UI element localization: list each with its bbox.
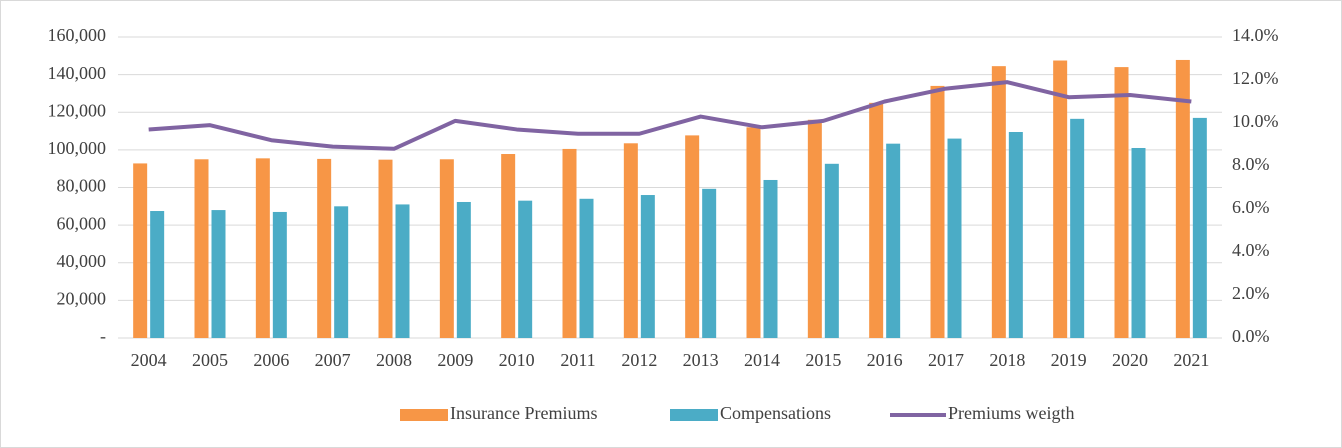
x-tick-label: 2014	[744, 350, 780, 370]
x-tick-label: 2011	[560, 350, 595, 370]
bar	[991, 66, 1006, 339]
x-tick-label: 2019	[1051, 350, 1087, 370]
y-tick-label: -	[100, 326, 106, 346]
bar	[763, 179, 778, 338]
bar	[1175, 59, 1190, 339]
y-tick-label: 80,000	[57, 176, 107, 196]
x-tick-label: 2005	[192, 350, 228, 370]
y-tick-label: 160,000	[48, 25, 107, 45]
y2-tick-label: 12.0%	[1232, 68, 1279, 88]
y2-tick-label: 6.0%	[1232, 197, 1270, 217]
bar	[317, 158, 332, 338]
bar	[947, 138, 962, 338]
bar	[685, 135, 700, 338]
bar	[746, 127, 761, 338]
y2-tick-label: 2.0%	[1232, 283, 1270, 303]
x-tick-label: 2018	[989, 350, 1025, 370]
bar	[194, 159, 209, 338]
bar	[930, 85, 945, 338]
x-tick-label: 2006	[253, 350, 289, 370]
bar	[869, 102, 884, 338]
bar	[272, 211, 287, 338]
y-tick-label: 20,000	[57, 289, 107, 309]
y-tick-label: 120,000	[48, 100, 107, 120]
bar	[623, 143, 638, 338]
bar	[640, 195, 655, 338]
legend-label: Premiums weigth	[948, 403, 1075, 423]
x-tick-label: 2020	[1112, 350, 1148, 370]
bar	[1131, 147, 1146, 338]
bar	[824, 163, 839, 338]
x-tick-label: 2004	[131, 350, 167, 370]
y2-tick-label: 4.0%	[1232, 240, 1270, 260]
bar	[334, 206, 349, 338]
bar	[211, 210, 226, 338]
bar	[378, 159, 393, 338]
y2-tick-label: 0.0%	[1232, 326, 1270, 346]
bar	[1008, 132, 1023, 338]
x-tick-label: 2017	[928, 350, 964, 370]
bar	[1053, 60, 1068, 338]
bar	[255, 158, 270, 338]
bar	[1114, 67, 1129, 338]
bar	[702, 188, 717, 338]
bar	[133, 163, 148, 338]
x-tick-label: 2010	[499, 350, 535, 370]
y2-tick-label: 10.0%	[1232, 111, 1279, 131]
y2-tick-label: 8.0%	[1232, 154, 1270, 174]
legend-label: Insurance Premiums	[450, 403, 597, 423]
bar	[518, 200, 533, 338]
y-tick-label: 140,000	[48, 63, 107, 83]
bar	[150, 211, 165, 338]
bar	[807, 119, 822, 339]
bar	[579, 198, 594, 338]
x-tick-label: 2016	[867, 350, 903, 370]
x-tick-label: 2021	[1173, 350, 1209, 370]
x-tick-label: 2015	[805, 350, 841, 370]
bar	[562, 148, 577, 338]
line	[148, 80, 1192, 151]
x-tick-label: 2013	[683, 350, 719, 370]
x-tick-label: 2008	[376, 350, 412, 370]
y2-tick-label: 14.0%	[1232, 25, 1279, 45]
bar	[886, 143, 901, 338]
x-tick-label: 2009	[437, 350, 473, 370]
y-tick-label: 60,000	[57, 213, 107, 233]
y-tick-label: 40,000	[57, 251, 107, 271]
bar	[501, 154, 516, 338]
legend-label: Compensations	[720, 403, 831, 423]
bar	[1192, 117, 1207, 338]
legend-swatch	[400, 409, 448, 421]
y-tick-label: 100,000	[48, 138, 107, 158]
bar	[1070, 118, 1085, 338]
x-tick-label: 2007	[315, 350, 351, 370]
legend-swatch	[670, 409, 718, 421]
x-tick-label: 2012	[621, 350, 657, 370]
bar	[456, 201, 471, 338]
bar	[439, 159, 454, 338]
bar	[395, 204, 410, 338]
